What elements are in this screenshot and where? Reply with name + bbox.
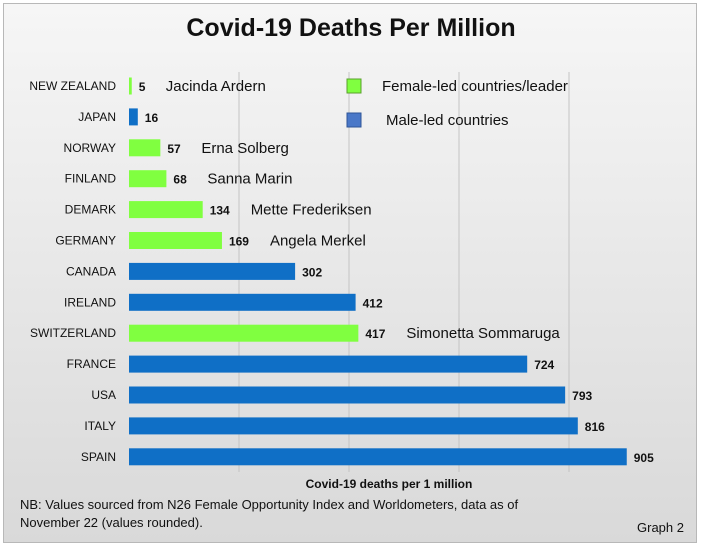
graph-label: Graph 2 — [637, 520, 684, 535]
data-label: 169 — [229, 235, 249, 249]
data-label: 5 — [139, 80, 146, 94]
legend-swatch — [346, 78, 362, 94]
data-label: 302 — [302, 265, 322, 279]
bar — [129, 170, 167, 188]
category-label: DEMARK — [65, 203, 116, 217]
category-label: JAPAN — [78, 110, 116, 124]
data-label: 57 — [167, 142, 181, 156]
category-label: NEW ZEALAND — [29, 79, 116, 93]
bar — [129, 201, 203, 219]
data-label: 16 — [145, 111, 159, 125]
data-label: 905 — [634, 451, 654, 465]
legend-entry: Female-led countries/leader — [382, 78, 568, 95]
data-label: 793 — [572, 389, 592, 403]
category-label: IRELAND — [64, 295, 116, 309]
data-label: 724 — [534, 358, 554, 372]
x-axis-title: Covid-19 deaths per 1 million — [306, 477, 473, 491]
bar — [129, 262, 296, 280]
bar — [129, 77, 132, 95]
leader-label: Mette Frederiksen — [251, 202, 372, 219]
category-label: ITALY — [84, 419, 116, 433]
bar — [129, 232, 222, 249]
leader-label: Erna Solberg — [201, 140, 289, 157]
bar — [129, 108, 138, 126]
chart-title: Covid-19 Deaths Per Million — [186, 14, 516, 42]
legend: Female-led countries/leader Male-led coun… — [346, 78, 568, 129]
bar — [129, 417, 578, 435]
data-label: 816 — [585, 420, 605, 434]
category-label: NORWAY — [64, 141, 116, 155]
bars — [129, 77, 627, 466]
bar — [129, 324, 359, 342]
bar — [129, 386, 566, 404]
leader-label: Angela Merkel — [270, 233, 366, 250]
value-labels: 5 16 57 68 134 169 302 412 417 724 793 816 905 — [139, 80, 654, 465]
data-label: 134 — [210, 204, 230, 218]
leader-labels: Jacinda Ardern Erna Solberg Sanna Marin Met… — [166, 78, 561, 342]
category-label: CANADA — [66, 264, 116, 278]
category-label: FRANCE — [67, 357, 116, 371]
leader-label: Simonetta Sommaruga — [406, 325, 560, 342]
category-label: SPAIN — [81, 450, 116, 464]
leader-label: Sanna Marin — [207, 171, 292, 188]
bar — [129, 448, 627, 466]
legend-entry: Male-led countries — [386, 112, 509, 129]
category-label: FINLAND — [65, 172, 117, 186]
category-label: USA — [91, 388, 116, 402]
legend-swatch — [346, 112, 362, 128]
source-note: NB: Values sourced from N26 Female Oppor… — [20, 497, 519, 530]
data-label: 417 — [365, 327, 385, 341]
data-label: 412 — [363, 296, 383, 310]
leader-label: Jacinda Ardern — [166, 78, 266, 95]
bar — [129, 139, 161, 157]
category-labels: NEW ZEALAND JAPAN NORWAY FINLAND DEMARK GERMA… — [29, 79, 116, 464]
bar — [129, 293, 356, 311]
category-label: GERMANY — [55, 234, 116, 248]
data-label: 68 — [173, 173, 187, 187]
bar — [129, 355, 528, 373]
category-label: SWITZERLAND — [30, 326, 116, 340]
